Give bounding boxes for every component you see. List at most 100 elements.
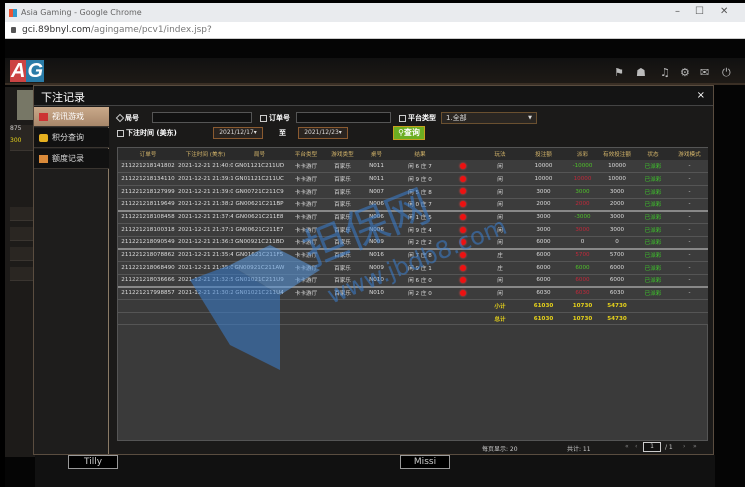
- round-input[interactable]: [152, 112, 252, 123]
- game-mode: -: [671, 160, 708, 174]
- total-valid: 54730: [599, 312, 635, 326]
- result-detail-icon[interactable]: [459, 175, 466, 182]
- last-page-icon[interactable]: »: [693, 443, 697, 450]
- result-detail-icon[interactable]: [459, 238, 466, 245]
- search-icon: ⚲: [398, 128, 404, 137]
- order-input[interactable]: [296, 112, 391, 123]
- table-no: N009: [359, 236, 394, 250]
- music-icon[interactable]: ♫: [660, 66, 670, 79]
- round-id: GN00621C211E8: [233, 209, 286, 224]
- result-detail-icon[interactable]: [459, 277, 466, 284]
- empty-cell: [394, 312, 446, 326]
- result-icon-cell: [446, 247, 479, 262]
- empty-cell: [233, 299, 286, 313]
- date-from[interactable]: 2021/12/17▾: [213, 127, 263, 139]
- gear-icon[interactable]: ⚙: [680, 66, 690, 79]
- prev-page-icon[interactable]: ‹: [635, 443, 638, 450]
- minimize-button[interactable]: –: [675, 6, 680, 17]
- column-header: 桌号: [359, 148, 394, 160]
- close-window-button[interactable]: ✕: [720, 6, 729, 17]
- payout: 6030: [566, 285, 599, 301]
- result-detail-icon[interactable]: [459, 226, 466, 233]
- subtotal-payout: 10730: [566, 299, 599, 313]
- payout: -10000: [566, 160, 599, 174]
- platform: 卡卡游厅: [286, 185, 326, 199]
- result-icon-cell: [446, 274, 479, 288]
- result-detail-icon[interactable]: [459, 162, 466, 169]
- table-no: N010: [359, 285, 394, 301]
- payout: 10000: [566, 172, 599, 186]
- game-mode: -: [671, 274, 708, 288]
- table-row[interactable]: 211221218127999 2021-12-21 21:39:05 GN0072…: [118, 185, 708, 199]
- bet-amount: 6000: [521, 274, 566, 288]
- platform: 卡卡游厅: [286, 209, 326, 224]
- platform: 卡卡游厅: [286, 160, 326, 174]
- sidebar-item-live-games[interactable]: 视讯游戏: [34, 107, 109, 127]
- result-detail-icon[interactable]: [459, 252, 466, 259]
- table-row[interactable]: 211221218036666 2021-12-21 21:32:53 GN0102…: [118, 274, 708, 288]
- order-id: 211221218119649: [118, 198, 178, 212]
- table-row[interactable]: 211221218100318 2021-12-21 21:37:11 GN0062…: [118, 223, 708, 237]
- round-id: GN00621C211BP: [233, 198, 286, 212]
- table-row[interactable]: 211221218119649 2021-12-21 21:38:29 GN0062…: [118, 198, 708, 212]
- bet-amount: 3000: [521, 185, 566, 199]
- result-detail-icon[interactable]: [459, 200, 466, 207]
- table-name[interactable]: Missi: [400, 455, 450, 469]
- game-type: 百家乐: [326, 172, 359, 186]
- clipboard-icon: [260, 114, 267, 122]
- subtotal-bet: 61030: [521, 299, 566, 313]
- table-row[interactable]: 211221217998857 2021-12-21 21:30:21 GN0102…: [118, 285, 708, 301]
- power-icon[interactable]: ⏻: [722, 66, 731, 79]
- dealer-icon[interactable]: ☗: [636, 66, 646, 79]
- first-page-icon[interactable]: «: [625, 443, 629, 450]
- date-to[interactable]: 2021/12/23▾: [298, 127, 348, 139]
- chat-icon[interactable]: ✉: [700, 66, 710, 79]
- game-type: 百家乐: [326, 274, 359, 288]
- status: 已派彩: [635, 223, 671, 237]
- order-id: 211221218108458: [118, 209, 178, 224]
- result-detail-icon[interactable]: [459, 214, 466, 221]
- maximize-button[interactable]: ☐: [695, 6, 704, 17]
- sidebar-item-points[interactable]: 积分查询: [34, 128, 109, 148]
- game-mode: -: [671, 223, 708, 237]
- table-row[interactable]: 211221218134110 2021-12-21 21:39:12 GN0112…: [118, 172, 708, 186]
- valid-bet: 0: [599, 236, 635, 250]
- page-input[interactable]: 1: [643, 442, 661, 452]
- round-id: GN01121C211UC: [233, 172, 286, 186]
- result-detail-icon[interactable]: [459, 290, 466, 297]
- game-mode: -: [671, 261, 708, 275]
- window-title: Asia Gaming - Google Chrome: [21, 8, 142, 17]
- time-label: 下注时间 (美东): [117, 128, 177, 138]
- result-icon-cell: [446, 198, 479, 212]
- table-row[interactable]: 211221218078862 2021-12-21 21:35:47 GN0162…: [118, 247, 708, 262]
- address-bar[interactable]: gci.89bnyl.com/agingame/pcv1/index.jsp?: [5, 22, 745, 39]
- table-row[interactable]: 211221218108458 2021-12-21 21:37:44 GN0062…: [118, 209, 708, 224]
- order-id: 211221218090549: [118, 236, 178, 250]
- table-row[interactable]: 211221218141802 2021-12-21 21:40:03 GN0112…: [118, 160, 708, 174]
- calendar-icon: [117, 129, 124, 137]
- result: 闲 2 庄 2: [394, 236, 446, 250]
- next-page-icon[interactable]: ›: [683, 443, 686, 450]
- query-button[interactable]: ⚲查询: [393, 126, 425, 140]
- empty-cell: [635, 312, 671, 326]
- total-bet: 61030: [521, 312, 566, 326]
- bet-type: 闲: [479, 285, 521, 301]
- flag-icon[interactable]: ⚑: [614, 66, 624, 79]
- column-header: 投注额: [521, 148, 566, 160]
- result-icon-cell: [446, 261, 479, 275]
- bet-time: 2021-12-21 21:40:03: [178, 160, 233, 174]
- order-id: 211221218036666: [118, 274, 178, 288]
- sidebar-item-credit[interactable]: 额度记录: [34, 149, 109, 169]
- result-icon-cell: [446, 285, 479, 301]
- result: 闲 5 庄 8: [394, 185, 446, 199]
- close-button[interactable]: ×: [696, 90, 705, 101]
- table-name[interactable]: Tilly: [68, 455, 118, 469]
- result-detail-icon[interactable]: [459, 188, 466, 195]
- platform-select[interactable]: 1.全部 ▼: [441, 112, 537, 124]
- table-row[interactable]: 211221218090549 2021-12-21 21:36:35 GN0092…: [118, 236, 708, 250]
- result-detail-icon[interactable]: [459, 264, 466, 271]
- round-id: GN01021C211U9: [233, 274, 286, 288]
- column-header: 平台类型: [286, 148, 326, 160]
- table-row[interactable]: 211221218068490 2021-12-21 21:35:08 GN0092…: [118, 261, 708, 275]
- valid-bet: 5700: [599, 247, 635, 262]
